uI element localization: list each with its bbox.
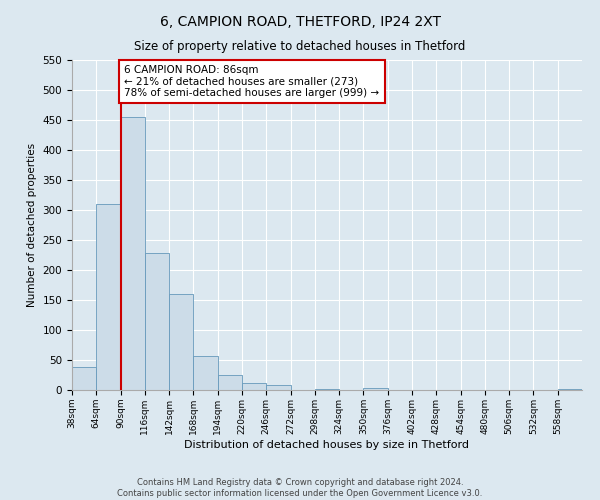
Bar [558,389,582,390]
Bar [145,253,169,390]
Bar [121,117,145,390]
Bar [364,388,388,390]
Bar [72,367,96,390]
Bar [169,294,193,390]
Text: 6, CAMPION ROAD, THETFORD, IP24 2XT: 6, CAMPION ROAD, THETFORD, IP24 2XT [160,15,440,29]
Bar [218,375,242,390]
Bar [96,204,121,390]
Text: 6 CAMPION ROAD: 86sqm
← 21% of detached houses are smaller (273)
78% of semi-det: 6 CAMPION ROAD: 86sqm ← 21% of detached … [124,65,379,98]
Bar [242,383,266,390]
Y-axis label: Number of detached properties: Number of detached properties [27,143,37,307]
X-axis label: Distribution of detached houses by size in Thetford: Distribution of detached houses by size … [185,440,470,450]
Bar [193,356,218,390]
Text: Contains HM Land Registry data © Crown copyright and database right 2024.
Contai: Contains HM Land Registry data © Crown c… [118,478,482,498]
Text: Size of property relative to detached houses in Thetford: Size of property relative to detached ho… [134,40,466,53]
Bar [266,384,290,390]
